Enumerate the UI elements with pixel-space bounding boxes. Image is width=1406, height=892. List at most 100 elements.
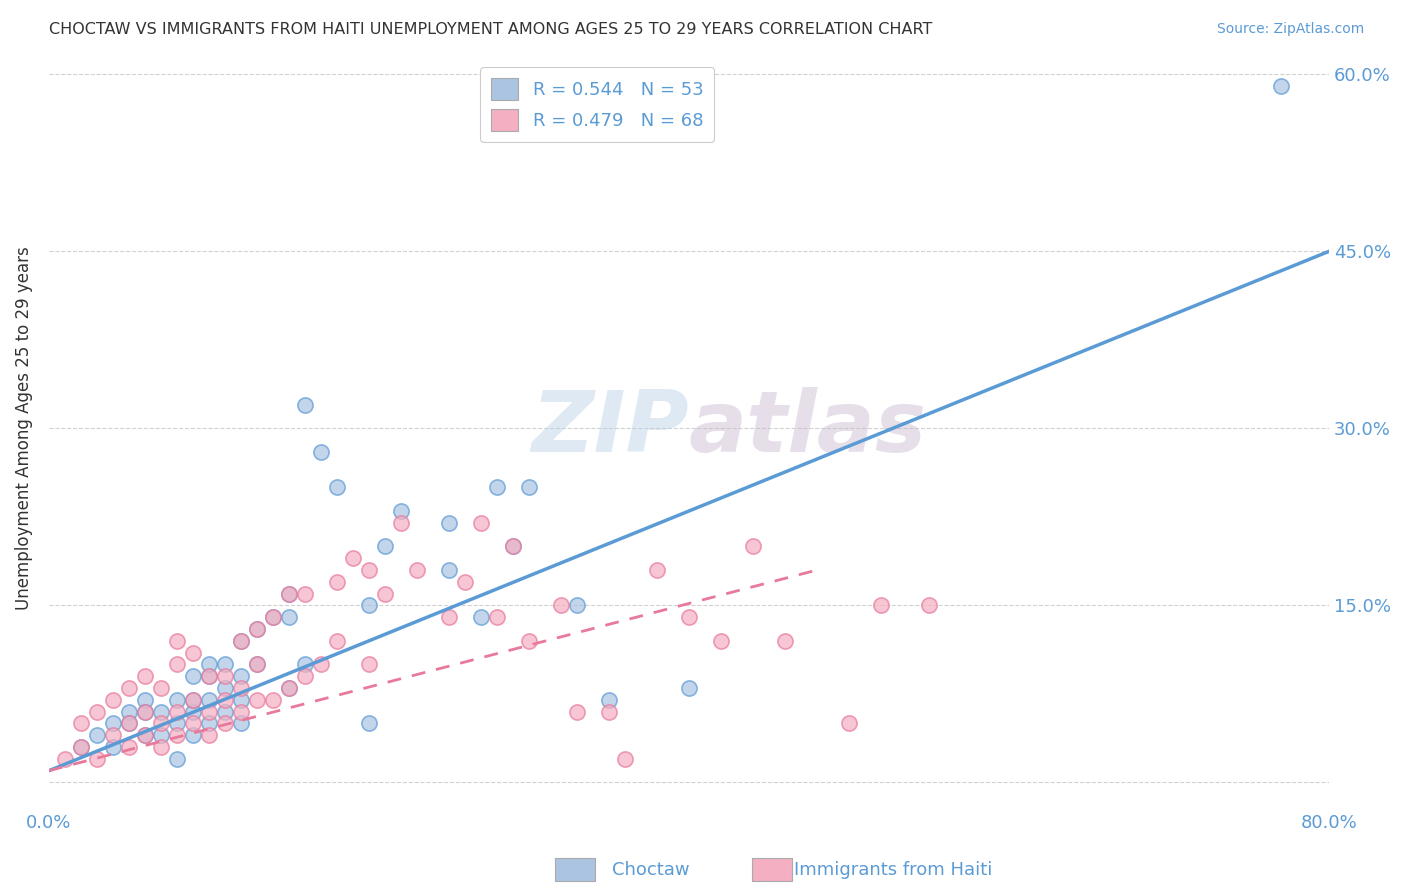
- Point: [86, 728, 108, 742]
- Point: [309, 657, 332, 672]
- Point: [214, 657, 236, 672]
- Point: [166, 657, 188, 672]
- Point: [118, 716, 141, 731]
- Point: [246, 657, 269, 672]
- Point: [101, 693, 124, 707]
- Point: [181, 728, 204, 742]
- Point: [294, 398, 316, 412]
- Point: [181, 646, 204, 660]
- Point: [246, 693, 269, 707]
- Point: [437, 563, 460, 577]
- Point: [134, 728, 156, 742]
- Point: [181, 705, 204, 719]
- Point: [406, 563, 429, 577]
- Point: [198, 693, 221, 707]
- Point: [198, 657, 221, 672]
- Point: [118, 681, 141, 695]
- Point: [134, 705, 156, 719]
- Point: [198, 669, 221, 683]
- Point: [374, 586, 396, 600]
- Point: [262, 610, 284, 624]
- Point: [710, 633, 733, 648]
- Point: [198, 669, 221, 683]
- Point: [342, 551, 364, 566]
- Point: [678, 681, 700, 695]
- Point: [229, 633, 252, 648]
- Point: [214, 716, 236, 731]
- Point: [214, 669, 236, 683]
- Point: [294, 657, 316, 672]
- Point: [101, 716, 124, 731]
- Point: [598, 705, 620, 719]
- Text: ZIP: ZIP: [531, 387, 689, 470]
- Point: [229, 633, 252, 648]
- Point: [278, 586, 301, 600]
- Point: [326, 480, 349, 494]
- Point: [214, 705, 236, 719]
- Point: [229, 669, 252, 683]
- Point: [309, 445, 332, 459]
- Point: [149, 740, 172, 755]
- Point: [134, 669, 156, 683]
- Point: [166, 633, 188, 648]
- Point: [517, 480, 540, 494]
- Point: [70, 740, 93, 755]
- Text: Source: ZipAtlas.com: Source: ZipAtlas.com: [1216, 22, 1364, 37]
- Text: Choctaw: Choctaw: [612, 861, 689, 879]
- Point: [229, 705, 252, 719]
- Point: [870, 599, 893, 613]
- Point: [502, 540, 524, 554]
- Point: [357, 716, 380, 731]
- Point: [214, 681, 236, 695]
- Text: Immigrants from Haiti: Immigrants from Haiti: [794, 861, 993, 879]
- Point: [246, 622, 269, 636]
- Legend: R = 0.544   N = 53, R = 0.479   N = 68: R = 0.544 N = 53, R = 0.479 N = 68: [481, 67, 714, 142]
- Point: [198, 705, 221, 719]
- Point: [614, 752, 637, 766]
- Point: [166, 752, 188, 766]
- Point: [437, 516, 460, 530]
- Point: [181, 669, 204, 683]
- Point: [742, 540, 765, 554]
- Point: [517, 633, 540, 648]
- Point: [198, 728, 221, 742]
- Point: [70, 740, 93, 755]
- Point: [262, 693, 284, 707]
- Point: [485, 480, 508, 494]
- Point: [118, 705, 141, 719]
- Point: [502, 540, 524, 554]
- Point: [470, 610, 492, 624]
- Point: [357, 599, 380, 613]
- Point: [389, 516, 412, 530]
- Point: [86, 705, 108, 719]
- Point: [470, 516, 492, 530]
- Text: CHOCTAW VS IMMIGRANTS FROM HAITI UNEMPLOYMENT AMONG AGES 25 TO 29 YEARS CORRELAT: CHOCTAW VS IMMIGRANTS FROM HAITI UNEMPLO…: [49, 22, 932, 37]
- Point: [454, 574, 477, 589]
- Point: [149, 728, 172, 742]
- Point: [374, 540, 396, 554]
- Point: [134, 693, 156, 707]
- Point: [485, 610, 508, 624]
- Point: [678, 610, 700, 624]
- Point: [181, 716, 204, 731]
- Point: [598, 693, 620, 707]
- Point: [70, 716, 93, 731]
- Point: [773, 633, 796, 648]
- Point: [294, 586, 316, 600]
- Point: [166, 693, 188, 707]
- Point: [198, 716, 221, 731]
- Point: [149, 681, 172, 695]
- Point: [645, 563, 668, 577]
- Point: [86, 752, 108, 766]
- Point: [326, 574, 349, 589]
- Y-axis label: Unemployment Among Ages 25 to 29 years: Unemployment Among Ages 25 to 29 years: [15, 246, 32, 610]
- Point: [118, 740, 141, 755]
- Point: [181, 693, 204, 707]
- Point: [53, 752, 76, 766]
- Point: [134, 728, 156, 742]
- Point: [134, 705, 156, 719]
- Point: [918, 599, 941, 613]
- Point: [262, 610, 284, 624]
- Point: [278, 681, 301, 695]
- Point: [101, 728, 124, 742]
